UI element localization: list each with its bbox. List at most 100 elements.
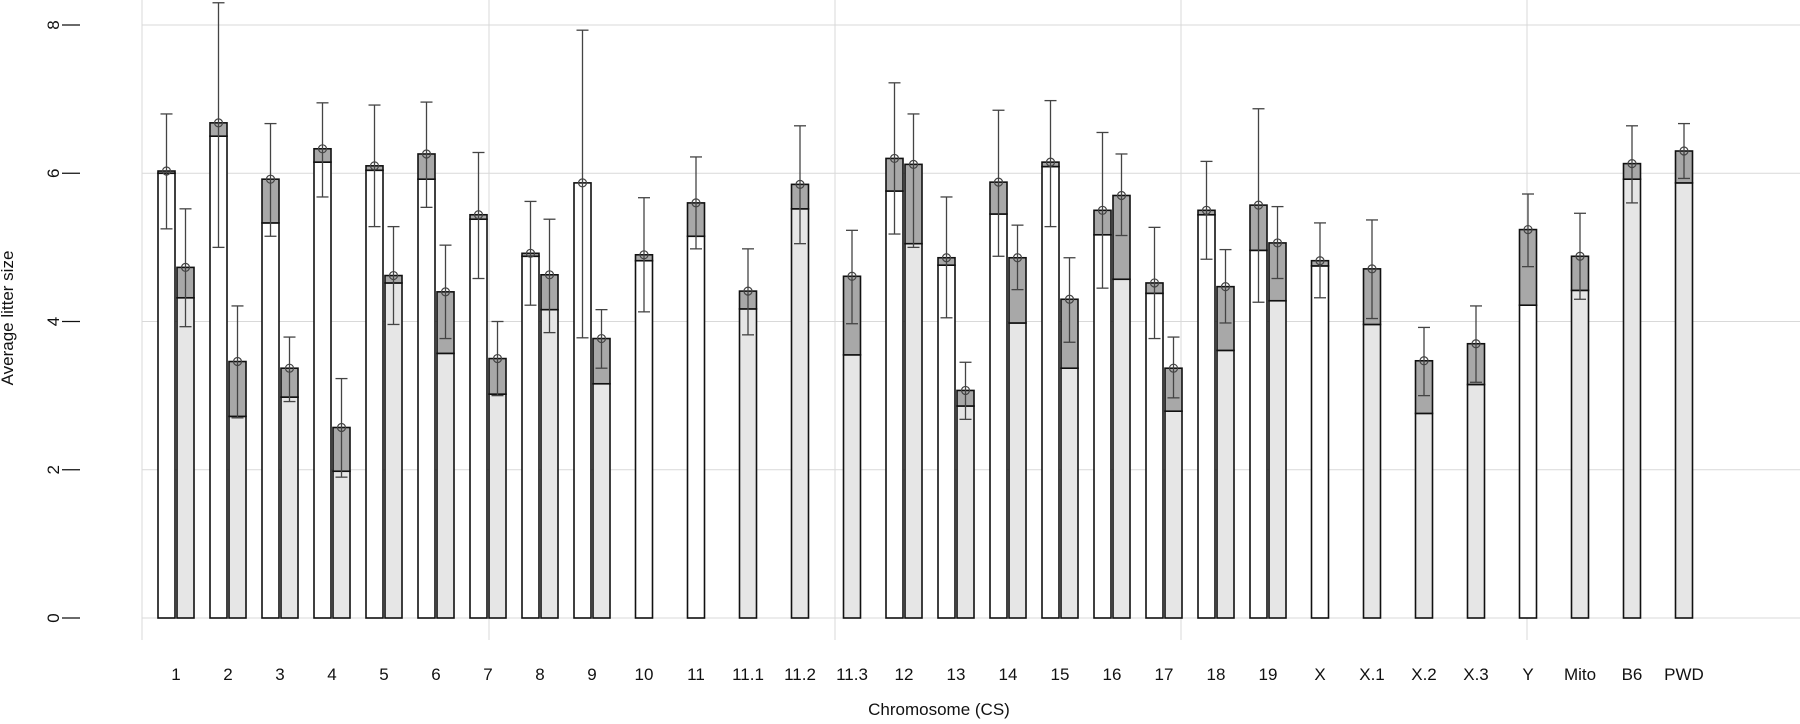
mean-point: [317, 144, 328, 154]
mean-point: [941, 253, 952, 263]
category-group: [989, 109, 1027, 619]
bar: [280, 396, 299, 619]
mean-point: [284, 363, 295, 373]
mean-point: [1116, 190, 1127, 201]
x-tick-label: 6: [431, 665, 440, 684]
category-group: [313, 102, 351, 619]
mean-point: [492, 353, 503, 364]
bar: [1164, 410, 1183, 619]
x-tick-label: 19: [1259, 665, 1278, 684]
x-axis-ticks: 1 2 3 4 5 6 7 8 9 10 11 11.1 11.2 11.3 12 13 14 15 16 17 18 1…: [171, 665, 1704, 684]
mean-point: [232, 356, 243, 367]
bar: [1622, 178, 1642, 619]
mean-point: [908, 159, 919, 169]
x-tick-label: 3: [275, 665, 284, 684]
x-tick-label: X.1: [1359, 665, 1385, 684]
x-tick-label: X: [1314, 665, 1325, 684]
mean-point: [596, 333, 607, 344]
bar: [1362, 323, 1382, 619]
category-group: [1093, 131, 1131, 619]
bar: [1518, 304, 1538, 619]
mean-point: [1012, 253, 1023, 263]
mean-point: [577, 178, 588, 188]
x-tick-label: 11.1: [732, 665, 764, 684]
bar: [1466, 383, 1486, 619]
mean-point: [1523, 224, 1533, 235]
mean-point: [1679, 146, 1689, 156]
mean-point: [1471, 339, 1481, 349]
x-tick-label: X.3: [1463, 665, 1489, 684]
x-tick-label: 18: [1207, 665, 1226, 684]
bar: [176, 296, 195, 619]
bar: [1268, 299, 1287, 619]
x-tick-label: 12: [895, 665, 914, 684]
bar: [1197, 213, 1216, 619]
x-tick-label: Mito: [1564, 665, 1596, 684]
category-group: [209, 2, 247, 619]
y-tick-label: 0: [44, 613, 63, 622]
bar: [1112, 278, 1131, 619]
mean-point: [743, 286, 753, 296]
x-tick-label: 15: [1051, 665, 1070, 684]
y-axis-ticks: 0 2 4 6 8: [44, 20, 80, 623]
category-group: [1145, 226, 1183, 619]
bar: [1093, 233, 1112, 619]
bar: [521, 255, 540, 619]
category-group: [1414, 326, 1434, 619]
mean-point: [388, 270, 399, 281]
mean-point: [1575, 251, 1585, 261]
category-group: [417, 101, 455, 619]
mean-point: [960, 385, 971, 396]
category-group: [738, 248, 758, 619]
bar: [738, 308, 758, 619]
category-group: [573, 29, 611, 619]
x-tick-label: X.2: [1411, 665, 1437, 684]
mean-point: [1149, 278, 1160, 288]
category-group: [469, 151, 507, 619]
mean-point: [161, 166, 172, 176]
category-group: [261, 122, 299, 619]
bar: [365, 169, 384, 619]
x-tick-label: 9: [587, 665, 596, 684]
bar: [1041, 165, 1060, 619]
x-tick-label: 11: [687, 665, 705, 684]
mean-point: [1627, 159, 1637, 169]
category-group: [1310, 222, 1330, 619]
x-tick-label: 13: [947, 665, 966, 684]
mean-point: [369, 161, 380, 171]
bar: [989, 213, 1008, 619]
mean-point: [1272, 238, 1283, 248]
x-tick-label: 5: [379, 665, 388, 684]
category-group: [1622, 125, 1642, 619]
bar: [592, 382, 611, 619]
bar: [1249, 249, 1268, 619]
x-axis-title: Chromosome (CS): [868, 700, 1010, 719]
mean-point: [1168, 363, 1179, 373]
category-group: [686, 156, 706, 619]
mean-point: [993, 177, 1004, 187]
bars: [157, 2, 1694, 619]
mean-point: [795, 179, 805, 189]
bar: [1216, 349, 1235, 619]
mean-point: [1315, 256, 1325, 266]
mean-point: [889, 153, 900, 164]
x-tick-label: 10: [635, 665, 654, 684]
bar: [956, 405, 975, 619]
bar: [1414, 412, 1434, 619]
x-tick-label: 17: [1155, 665, 1174, 684]
mean-point: [421, 149, 432, 159]
x-tick-label: 1: [171, 665, 180, 684]
y-tick-label: 2: [44, 465, 63, 474]
bar: [790, 208, 810, 619]
category-group: [1249, 108, 1287, 619]
category-group: [365, 104, 403, 619]
x-tick-label: Y: [1522, 665, 1533, 684]
bar: [1674, 182, 1694, 619]
mean-point: [847, 271, 857, 281]
category-group: [1362, 219, 1382, 619]
bar: [332, 470, 351, 619]
x-tick-label: 7: [483, 665, 492, 684]
bar: [1060, 367, 1079, 619]
category-group: [157, 113, 195, 619]
